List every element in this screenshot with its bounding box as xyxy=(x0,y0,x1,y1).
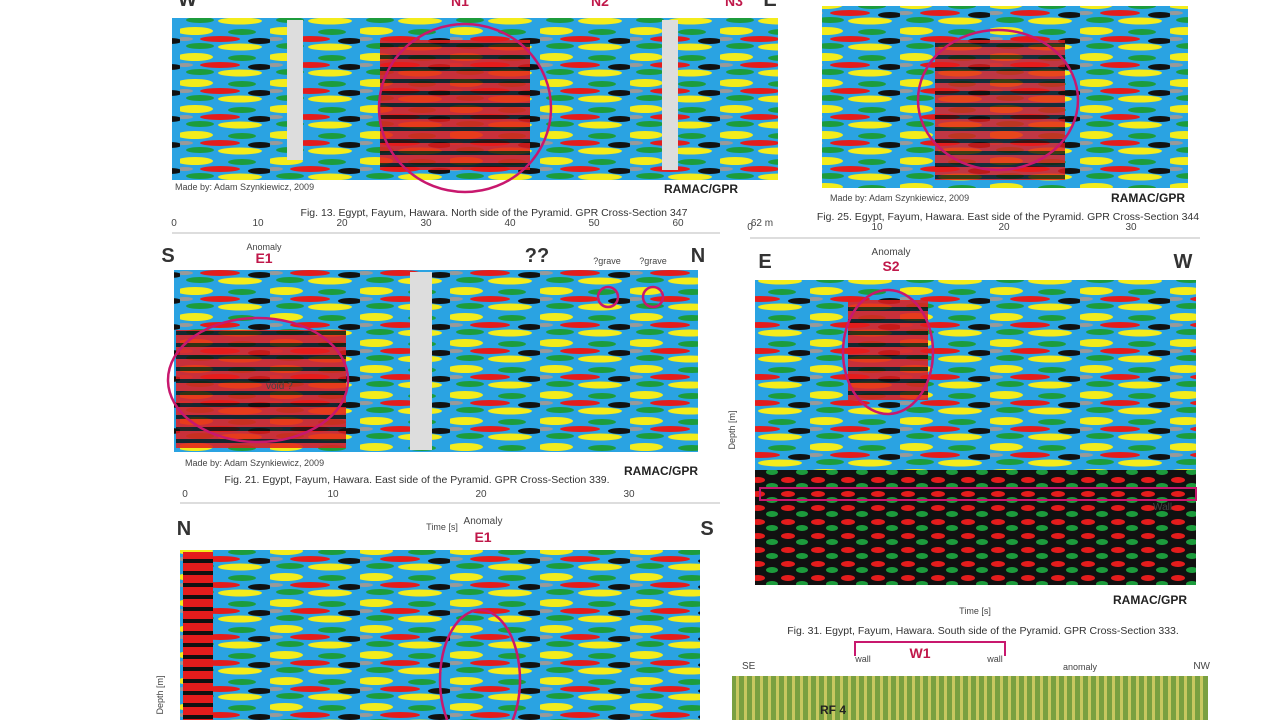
label: N1 xyxy=(451,0,469,9)
label: W1 xyxy=(910,645,931,661)
credit: Made by: Adam Szynkiewicz, 2009 xyxy=(175,182,314,192)
label: wall xyxy=(986,654,1003,664)
label: ?? xyxy=(525,245,549,267)
label: SE xyxy=(742,661,756,672)
system: RAMAC/GPR xyxy=(664,182,738,196)
label: W xyxy=(178,0,197,11)
label: N xyxy=(177,518,191,540)
radargram xyxy=(732,676,1208,720)
label: E xyxy=(763,0,776,11)
label: Wall xyxy=(1153,502,1172,513)
label: RF 4 xyxy=(820,703,846,717)
label: Anomaly xyxy=(246,242,282,252)
scale-label: 40 xyxy=(504,218,516,229)
scale-label: 60 xyxy=(672,218,684,229)
label: S xyxy=(700,518,713,540)
label: Anomaly xyxy=(872,247,911,258)
scale-label: 0 xyxy=(182,489,188,500)
scale-label: 0 xyxy=(171,218,177,229)
credit: Made by: Adam Szynkiewicz, 2009 xyxy=(185,458,324,468)
scale-label: 10 xyxy=(252,218,264,229)
scale-label: 20 xyxy=(998,222,1010,233)
caption: Fig. 21. Egypt, Fayum, Hawara. East side… xyxy=(224,474,609,486)
label: E xyxy=(758,251,771,273)
caption: Fig. 31. Egypt, Fayum, Hawara. South sid… xyxy=(787,625,1179,637)
label: ?grave xyxy=(639,256,667,266)
scale-label: 20 xyxy=(475,489,487,500)
label: S2 xyxy=(882,258,899,274)
label: N xyxy=(691,245,705,267)
label: NW xyxy=(1193,661,1210,672)
label: wall xyxy=(854,654,871,664)
scale-label: 0 xyxy=(747,222,753,233)
axis-label: Time [s] xyxy=(426,522,458,532)
system: RAMAC/GPR xyxy=(1111,191,1185,205)
label: anomaly xyxy=(1063,662,1098,672)
system: RAMAC/GPR xyxy=(624,464,698,478)
caption: Fig. 13. Egypt, Fayum, Hawara. North sid… xyxy=(301,207,688,219)
label: W xyxy=(1174,251,1193,273)
scale-label: 50 xyxy=(588,218,600,229)
scale-label: 10 xyxy=(871,222,883,233)
caption: Fig. 25. Egypt, Fayum, Hawara. East side… xyxy=(817,211,1199,223)
label: N2 xyxy=(591,0,609,9)
scale-label: 62 m xyxy=(751,218,773,229)
label: N3 xyxy=(725,0,743,9)
scale-label: 20 xyxy=(336,218,348,229)
label: ?grave xyxy=(593,256,621,266)
scale-label: 30 xyxy=(420,218,432,229)
system: RAMAC/GPR xyxy=(1113,593,1187,607)
axis-label: Depth [m] xyxy=(727,410,737,449)
label: E1 xyxy=(474,529,491,545)
label: Anomaly xyxy=(464,516,503,527)
label: void ? xyxy=(266,381,293,392)
axis-label: Time [s] xyxy=(959,606,991,616)
label: S xyxy=(161,245,174,267)
label: E1 xyxy=(255,250,272,266)
scale-label: 30 xyxy=(1125,222,1137,233)
credit: Made by: Adam Szynkiewicz, 2009 xyxy=(830,193,969,203)
scale-label: 10 xyxy=(327,489,339,500)
scale-label: 30 xyxy=(623,489,635,500)
axis-label: Depth [m] xyxy=(155,675,165,714)
